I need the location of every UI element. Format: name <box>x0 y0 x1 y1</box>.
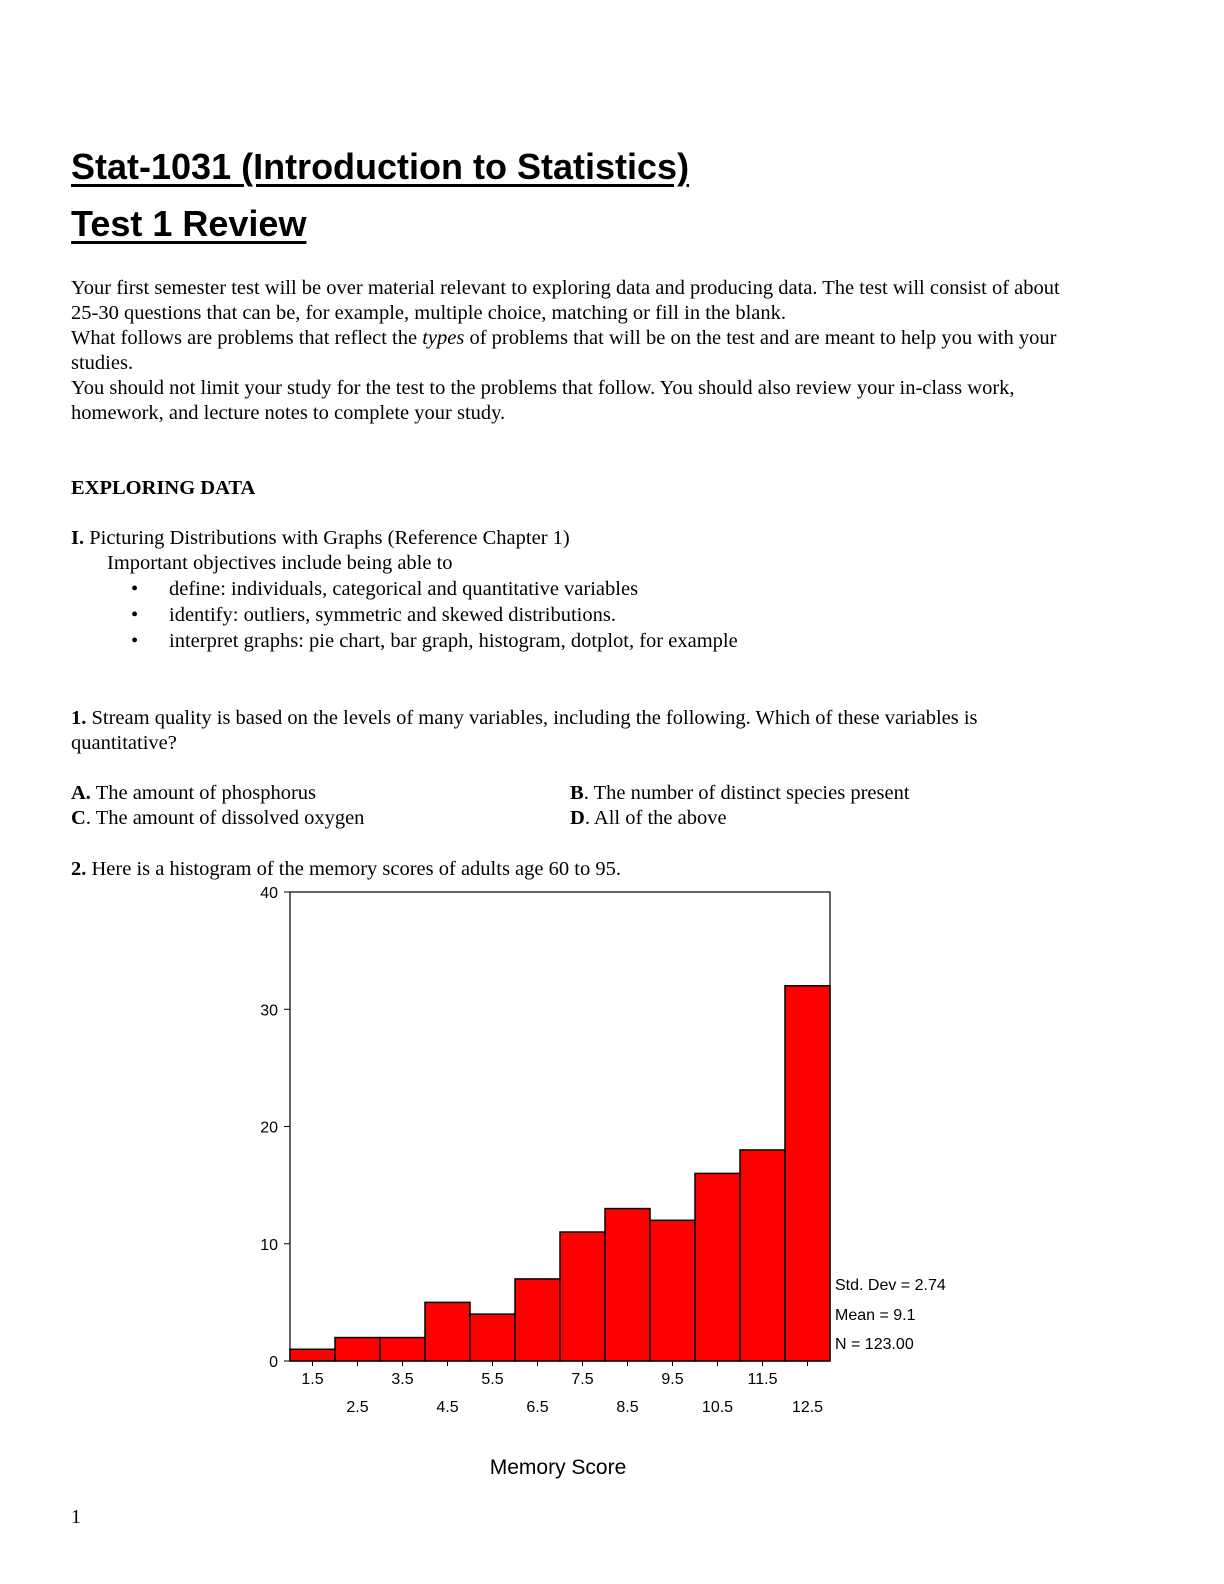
objective-item: identify: outliers, symmetric and skewed… <box>169 604 616 626</box>
y-tick-label: 10 <box>260 1237 278 1254</box>
y-tick-label: 0 <box>269 1354 278 1371</box>
bullet-marker: • <box>131 578 139 600</box>
histogram-bar <box>559 1231 606 1362</box>
intro-line-2: 25-30 questions that can be, for example… <box>71 302 787 324</box>
summary-stat: Std. Dev = 2.74 <box>835 1277 946 1294</box>
histogram-bar <box>514 1278 561 1362</box>
option-a: A. The amount of phosphorus <box>71 782 317 804</box>
objectives-intro: Important objectives include being able … <box>107 552 453 574</box>
x-tick-label: 7.5 <box>571 1371 593 1388</box>
bullet-marker: • <box>131 604 139 626</box>
section-heading: EXPLORING DATA <box>71 477 256 499</box>
question-1-line-2: quantitative? <box>71 732 177 754</box>
summary-stat: N = 123.00 <box>835 1336 914 1353</box>
page-number: 1 <box>71 1506 81 1528</box>
course-title: Stat-1031 (Introduction to Statistics) <box>71 146 690 187</box>
histogram-bar <box>694 1172 741 1362</box>
x-tick-label: 3.5 <box>391 1371 413 1388</box>
option-d: D. All of the above <box>570 807 727 829</box>
intro-line-3: What follows are problems that reflect t… <box>71 327 1057 349</box>
x-tick-label: 10.5 <box>702 1399 733 1416</box>
intro-line-6: homework, and lecture notes to complete … <box>71 402 506 424</box>
review-title: Test 1 Review <box>71 203 307 244</box>
option-b: B. The number of distinct species presen… <box>570 782 910 804</box>
option-c: C. The amount of dissolved oxygen <box>71 807 365 829</box>
objective-item: interpret graphs: pie chart, bar graph, … <box>169 630 738 652</box>
histogram-bar <box>604 1207 651 1362</box>
summary-stat: Mean = 9.1 <box>835 1307 916 1324</box>
histogram-bar <box>289 1348 336 1362</box>
objective-item: define: individuals, categorical and qua… <box>169 578 639 600</box>
histogram-bar <box>424 1301 471 1362</box>
bullet-marker: • <box>131 630 139 652</box>
intro-line-5: You should not limit your study for the … <box>71 377 1015 399</box>
x-tick-label: 4.5 <box>436 1399 458 1416</box>
x-tick-label: 12.5 <box>792 1399 823 1416</box>
y-tick-label: 20 <box>260 1120 278 1137</box>
x-axis-title: Memory Score <box>490 1456 627 1479</box>
histogram-bar <box>334 1336 381 1362</box>
x-tick-label: 11.5 <box>748 1371 778 1388</box>
x-tick-label: 6.5 <box>526 1399 548 1416</box>
histogram-bar <box>739 1149 786 1362</box>
intro-line-4: studies. <box>71 352 134 374</box>
x-tick-label: 8.5 <box>616 1399 638 1416</box>
question-1-line-1: 1. Stream quality is based on the levels… <box>71 707 978 729</box>
question-2-text: 2. Here is a histogram of the memory sco… <box>71 858 621 880</box>
histogram-bar <box>784 985 831 1362</box>
y-tick-label: 40 <box>260 885 278 902</box>
x-tick-label: 2.5 <box>346 1399 368 1416</box>
x-tick-label: 9.5 <box>661 1371 683 1388</box>
x-tick-label: 5.5 <box>481 1371 503 1388</box>
x-tick-label: 1.5 <box>301 1371 323 1388</box>
intro-line-1: Your first semester test will be over ma… <box>71 277 1060 299</box>
histogram-bar <box>379 1336 426 1362</box>
y-tick-label: 30 <box>260 1002 278 1019</box>
histogram-bar <box>649 1219 696 1362</box>
histogram-bar <box>469 1313 516 1362</box>
part-heading: I. Picturing Distributions with Graphs (… <box>71 527 570 549</box>
